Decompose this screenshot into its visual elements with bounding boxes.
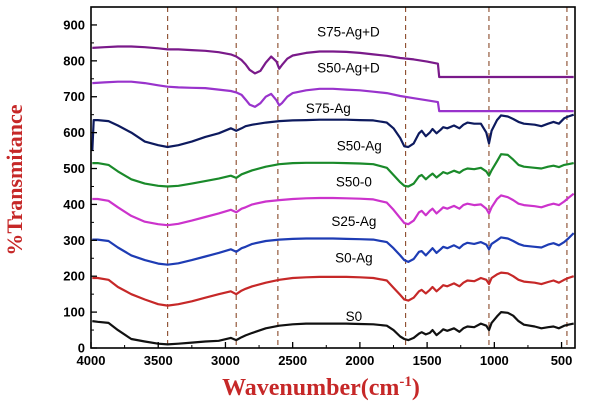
- y-tick-label-900: 900: [63, 17, 85, 32]
- x-tick-label-3000: 3000: [211, 353, 240, 368]
- series-labels: S75-Ag+D S50-Ag+D S75-Ag S50-Ag S50-0 S25-Ag S…: [306, 24, 382, 324]
- series-label-s50-ag: S50-Ag: [337, 139, 382, 154]
- x-tick-label-4000: 4000: [77, 353, 106, 368]
- y-tick-label-400: 400: [63, 197, 85, 212]
- x-tick-label-2500: 2500: [278, 353, 307, 368]
- x-axis-title: Wavenumber(cm-1): [222, 374, 420, 401]
- series-label-s50-ag-d: S50-Ag+D: [317, 60, 380, 75]
- series-line-s75-ag: [91, 113, 575, 151]
- x-tick-label-1000: 1000: [480, 353, 509, 368]
- series-label-s0-ag: S0-Ag: [335, 251, 373, 266]
- series-label-s0: S0: [346, 309, 363, 324]
- x-tick-label-2000: 2000: [345, 353, 374, 368]
- y-axis-ticks: 0 100 200 300 400 500 600 700 800 900: [63, 17, 97, 356]
- series-label-s50-0: S50-0: [336, 174, 372, 189]
- series-line-s50-ag-d: [92, 80, 574, 113]
- y-tick-label-800: 800: [63, 53, 85, 68]
- series-line-s50-ag: [92, 153, 574, 188]
- y-tick-label-700: 700: [63, 89, 85, 104]
- x-tick-label-1500: 1500: [413, 353, 442, 368]
- series-line-s0: [92, 311, 574, 346]
- plot-frame: [90, 6, 576, 349]
- x-axis-ticks: 4000 3500 3000 2500 2000 1500 1000 500: [77, 342, 573, 368]
- series-line-s75-ag-d: [92, 45, 574, 79]
- y-tick-label-500: 500: [63, 161, 85, 176]
- series-label-s25-ag: S25-Ag: [331, 214, 376, 229]
- y-tick-label-100: 100: [63, 305, 85, 320]
- y-tick-label-0: 0: [78, 341, 85, 356]
- y-tick-label-300: 300: [63, 233, 85, 248]
- x-tick-label-500: 500: [551, 353, 573, 368]
- y-tick-label-600: 600: [63, 125, 85, 140]
- x-tick-label-3500: 3500: [144, 353, 173, 368]
- series-label-s75-ag: S75-Ag: [306, 101, 351, 116]
- series-line-s0-ag: [92, 271, 575, 307]
- y-tick-label-200: 200: [63, 269, 85, 284]
- y-axis-title: %Transmitance: [2, 104, 27, 255]
- series-line-s50-0: [92, 192, 575, 227]
- series-line-s25-ag: [92, 232, 575, 266]
- series-lines: [91, 45, 575, 346]
- series-label-s75-ag-d: S75-Ag+D: [317, 24, 380, 39]
